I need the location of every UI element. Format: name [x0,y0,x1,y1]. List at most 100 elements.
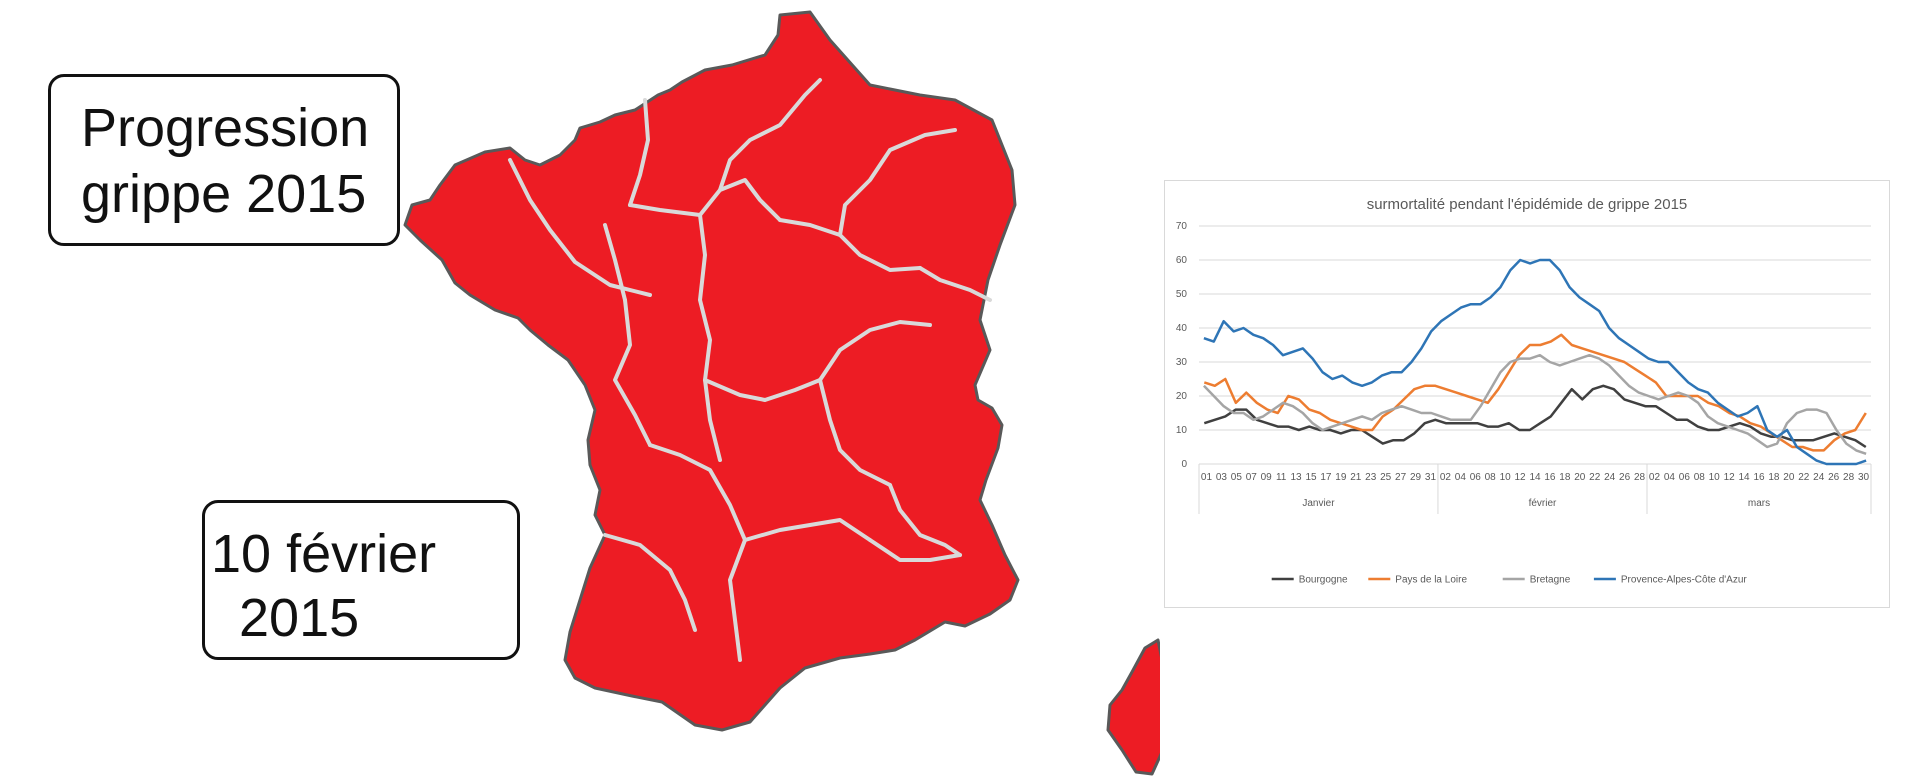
region-border [818,320,932,382]
y-tick-label: 20 [1176,391,1188,402]
title-box: Progression grippe 2015 [48,74,400,246]
x-tick-label: 28 [1843,472,1855,483]
x-tick-label: 12 [1515,472,1527,483]
x-tick-label: 11 [1276,472,1287,483]
region-border [698,213,712,382]
x-tick-label: 20 [1783,472,1795,483]
region-border [703,378,822,402]
region-border [628,98,650,207]
region-border [838,128,957,237]
region-border [508,158,652,297]
x-tick-label: 30 [1858,472,1870,483]
france-regions-map [403,10,1160,776]
x-tick-label: 13 [1291,472,1303,483]
title-line-2: grippe 2015 [81,164,367,224]
x-tick-label: 06 [1470,472,1482,483]
y-axis-ticks: 0 10 20 30 40 50 60 70 [1176,221,1188,470]
y-tick-label: 0 [1181,459,1187,470]
x-tick-label: 14 [1529,472,1541,483]
legend-label: Bretagne [1530,575,1571,586]
x-tick-label: 24 [1813,472,1825,483]
x-tick-label: 10 [1500,472,1512,483]
x-tick-label: 16 [1753,472,1765,483]
region-border [818,378,892,487]
x-tick-label: 18 [1768,472,1780,483]
chart-title: surmortalité pendant l'épidémide de grip… [1367,196,1688,213]
series-line [1203,258,1867,466]
region-border [613,298,652,447]
y-tick-label: 10 [1176,425,1188,436]
x-tick-label: 26 [1828,472,1840,483]
x-tick-label: 25 [1380,472,1392,483]
month-label: mars [1748,498,1770,509]
x-tick-label: 18 [1559,472,1571,483]
x-tick-label: 02 [1440,472,1452,483]
x-tick-label: 31 [1425,472,1437,483]
x-tick-label: 23 [1365,472,1377,483]
mortality-line-chart: surmortalité pendant l'épidémide de grip… [1176,196,1872,586]
x-tick-label: 12 [1724,472,1736,483]
date-box: 10 février 2015 [202,500,520,660]
x-tick-label: 09 [1261,472,1273,483]
x-tick-label: 26 [1619,472,1631,483]
x-tick-label: 08 [1694,472,1706,483]
mainland-outline [403,10,1020,732]
y-tick-label: 50 [1176,289,1188,300]
region-border [603,533,697,632]
x-tick-label: 07 [1246,472,1258,483]
series-line [1203,353,1867,455]
chart-legend: Bourgogne Pays de la Loire Bretagne Provenc… [1271,575,1748,586]
x-tick-label: 05 [1231,472,1243,483]
region-border [918,266,992,302]
x-tick-label: 22 [1589,472,1601,483]
series-line [1203,333,1867,452]
region-border [703,378,722,462]
date-line-1: 10 février [211,524,437,584]
x-tick-label: 22 [1798,472,1810,483]
y-tick-label: 60 [1176,255,1188,266]
x-tick-label: 28 [1634,472,1646,483]
region-border [868,538,962,562]
series-line [1203,384,1867,449]
x-tick-label: 03 [1216,472,1228,483]
region-borders [508,78,992,662]
x-tick-label: 15 [1305,472,1317,483]
france-mainland [403,10,1020,732]
y-tick-label: 40 [1176,323,1188,334]
chart-panel: surmortalité pendant l'épidémide de grip… [1164,180,1890,608]
x-tick-label: 10 [1709,472,1721,483]
region-border [888,483,962,557]
region-border [743,518,872,542]
y-tick-label: 30 [1176,357,1188,368]
region-border [603,223,627,302]
x-tick-label: 29 [1410,472,1422,483]
x-tick-label: 06 [1679,472,1691,483]
x-tick-label: 21 [1350,472,1362,483]
region-border [778,218,922,272]
x-tick-label: 17 [1320,472,1332,483]
region-border [648,443,747,542]
corsica [1106,638,1160,776]
month-label: février [1529,498,1557,509]
x-tick-label: 08 [1485,472,1497,483]
title-line-1: Progression [81,98,370,158]
x-tick-label: 16 [1544,472,1556,483]
legend-label: Pays de la Loire [1395,575,1467,586]
x-tick-label: 04 [1664,472,1676,483]
legend-label: Provence-Alpes-Côte d'Azur [1621,575,1748,586]
corsica-outline [1106,638,1160,776]
y-tick-label: 70 [1176,221,1188,232]
x-axis: 01 03 05 07 09 11 13 15 17 19 21 23 25 27 29 31 02 04 06 08… [1198,463,1872,514]
x-tick-label: 04 [1455,472,1467,483]
legend-label: Bourgogne [1299,575,1348,586]
x-tick-label: 24 [1604,472,1616,483]
x-tick-label: 27 [1395,472,1407,483]
x-tick-label: 01 [1201,472,1213,483]
x-tick-label: 20 [1574,472,1586,483]
region-border [718,78,822,192]
date-line-2: 2015 [239,588,360,648]
x-tick-label: 19 [1335,472,1347,483]
series-lines [1203,258,1867,466]
region-border [728,538,747,662]
x-tick-label: 14 [1739,472,1751,483]
